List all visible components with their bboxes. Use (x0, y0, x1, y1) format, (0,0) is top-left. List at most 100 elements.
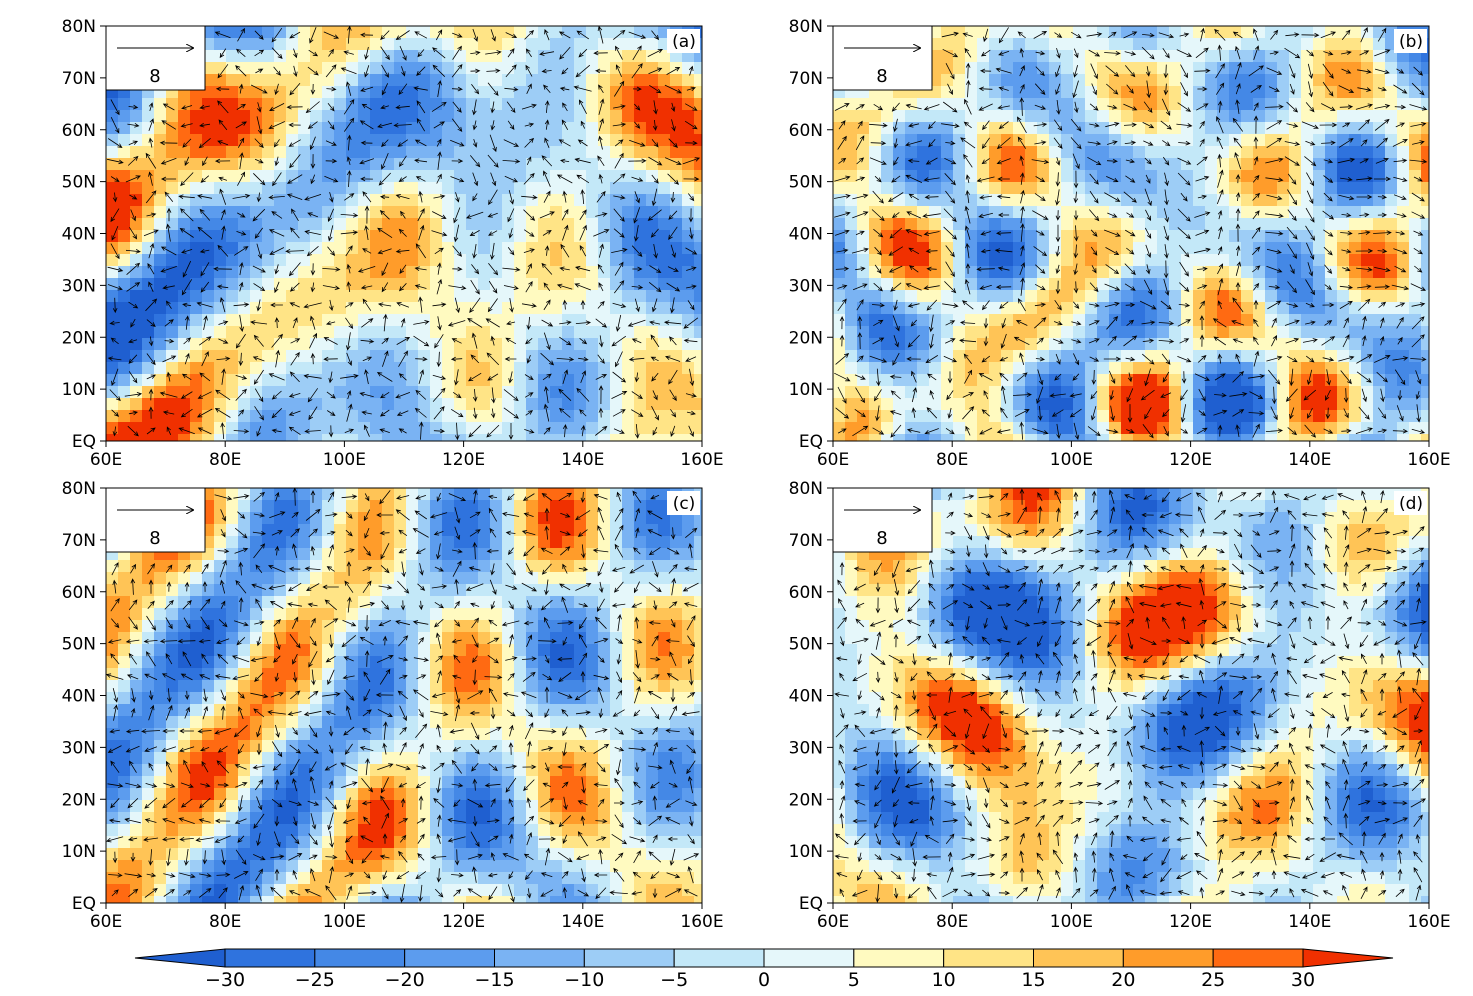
field-cell (682, 266, 694, 278)
wind-arrow (598, 243, 604, 258)
field-cell (1181, 362, 1193, 374)
field-cell (430, 98, 442, 110)
field-cell (622, 62, 634, 74)
panel-label-a: (a) (672, 32, 696, 52)
field-cell (490, 290, 502, 302)
field-cell (1157, 146, 1169, 158)
field-cell (694, 74, 702, 86)
field-cell (1265, 422, 1277, 434)
field-cell (454, 38, 466, 50)
field-cell (454, 50, 466, 62)
field-cell (1421, 338, 1429, 350)
field-cell (490, 194, 502, 206)
field-cell (622, 326, 634, 338)
wind-arrow (289, 154, 301, 169)
field-cell (382, 74, 394, 86)
field-cell (178, 170, 190, 182)
field-cell (202, 110, 214, 122)
field-cell (1241, 182, 1253, 194)
field-cell (1025, 50, 1037, 62)
wind-arrow (544, 100, 550, 113)
field-cell (1085, 386, 1097, 398)
field-cell (418, 254, 430, 266)
field-cell (382, 410, 394, 422)
wind-arrow (503, 285, 519, 290)
wind-arrow (184, 315, 190, 330)
wind-arrow (397, 139, 409, 147)
field-cell (1205, 362, 1217, 374)
field-cell (370, 266, 382, 278)
field-cell (286, 290, 298, 302)
field-cell (845, 326, 857, 338)
wind-arrow (653, 244, 658, 259)
field-cell (1049, 242, 1061, 254)
field-cell (1349, 434, 1361, 441)
field-cell (1013, 74, 1025, 86)
wind-arrow (381, 139, 389, 148)
field-cell (869, 410, 881, 422)
wind-arrow (488, 230, 498, 236)
field-cell (466, 398, 478, 410)
field-cell (454, 338, 466, 350)
field-cell (917, 182, 929, 194)
field-cell (514, 206, 526, 218)
field-cell (466, 230, 478, 242)
field-cell (394, 254, 406, 266)
field-cell (682, 158, 694, 170)
wind-arrow (490, 335, 496, 346)
field-cell (346, 86, 358, 98)
wind-arrow (437, 316, 442, 331)
field-cell (346, 266, 358, 278)
wind-arrow (687, 300, 695, 311)
field-cell (142, 122, 154, 134)
field-cell (1241, 422, 1253, 434)
field-cell (598, 314, 610, 326)
field-cell (490, 314, 502, 326)
field-cell (202, 410, 214, 422)
field-cell (1241, 74, 1253, 86)
field-cell (202, 386, 214, 398)
field-cell (941, 218, 953, 230)
field-cell (1049, 254, 1061, 266)
wind-arrow (322, 285, 340, 291)
field-cell (286, 182, 298, 194)
wind-arrow (613, 195, 626, 200)
field-cell (478, 338, 490, 350)
field-cell (214, 110, 226, 122)
wind-arrow (129, 227, 138, 240)
wind-arrow (634, 103, 641, 111)
field-cell (929, 98, 941, 110)
field-cell (430, 254, 442, 266)
field-cell (370, 122, 382, 134)
field-cell (977, 338, 989, 350)
field-cell (1169, 170, 1181, 182)
field-cell (346, 50, 358, 62)
field-cell (502, 422, 514, 434)
field-cell (142, 170, 154, 182)
field-cell (226, 218, 238, 230)
field-cell (1313, 374, 1325, 386)
field-cell (1061, 350, 1073, 362)
field-cell (370, 230, 382, 242)
field-cell (514, 230, 526, 242)
field-cell (574, 434, 586, 441)
field-cell (694, 146, 702, 158)
field-cell (406, 98, 418, 110)
wind-arrow (526, 156, 532, 166)
field-cell (166, 110, 178, 122)
field-cell (694, 182, 702, 194)
field-cell (893, 350, 905, 362)
lat-tick-label: 70N (62, 69, 96, 89)
field-cell (1193, 422, 1205, 434)
field-cell (346, 122, 358, 134)
field-cell (1349, 74, 1361, 86)
wind-arrow (648, 156, 663, 166)
field-cell (238, 122, 250, 134)
field-cell (550, 74, 562, 86)
field-cell (1253, 122, 1265, 134)
wind-arrow (256, 116, 263, 135)
field-cell (430, 38, 442, 50)
field-cell (574, 194, 586, 206)
wind-arrow (346, 263, 352, 274)
field-cell (833, 110, 845, 122)
